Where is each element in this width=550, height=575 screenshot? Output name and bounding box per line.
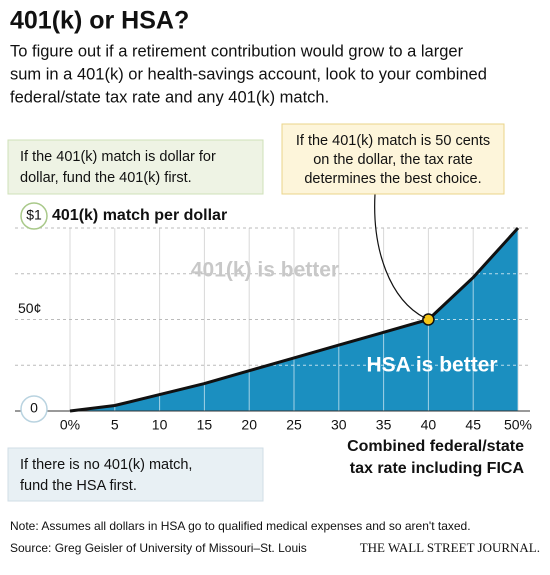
- x-tick-label: 0%: [60, 417, 80, 433]
- y-tick-label: 50¢: [18, 300, 41, 316]
- callout-text: fund the HSA first.: [20, 478, 137, 494]
- x-tick-label: 45: [465, 417, 481, 433]
- callout-text: dollar, fund the 401(k) first.: [20, 170, 192, 186]
- callout-box: [7, 139, 264, 195]
- source: Source: Greg Geisler of University of Mi…: [10, 541, 307, 555]
- y-tick-label: 0: [30, 400, 38, 416]
- highlight-point: [422, 313, 435, 326]
- subtitle: sum in a 401(k) or health-savings accoun…: [10, 65, 487, 83]
- tick-badge: [20, 202, 48, 230]
- tick-badge: [20, 395, 48, 423]
- subtitle: federal/state tax rate and any 401(k) ma…: [10, 88, 329, 106]
- callout-leader: [374, 193, 426, 319]
- x-tick-label: 30: [331, 417, 347, 433]
- region-label: HSA is better: [366, 354, 497, 377]
- y-axis-label: 401(k) match per dollar: [52, 207, 227, 224]
- line: [69, 226, 520, 413]
- x-tick-label: 35: [376, 417, 392, 433]
- x-tick-label: 15: [197, 417, 213, 433]
- callout-box: [7, 447, 264, 502]
- callout-text: determines the best choice.: [304, 171, 481, 187]
- region-label: 401(k) is better: [191, 259, 339, 282]
- x-tick-label: 25: [286, 417, 302, 433]
- subtitle: To figure out if a retirement contributi…: [10, 42, 464, 60]
- callout-text: If the 401(k) match is 50 cents: [296, 133, 490, 149]
- x-tick-label: 10: [152, 417, 168, 433]
- y-tick-label: $1: [26, 207, 42, 223]
- plot: 0% 5 10 15 20 25 30 35 40 45 50% 0 50¢ $1 401(k) match…: [15, 202, 532, 433]
- x-tick-label: 20: [241, 417, 257, 433]
- callout-text: If there is no 401(k) match,: [20, 457, 192, 473]
- publisher: THE WALL STREET JOURNAL.: [360, 540, 540, 555]
- x-tick-label: 50%: [504, 417, 532, 433]
- note: Note: Assumes all dollars in HSA go to q…: [10, 519, 471, 533]
- callout-text: If the 401(k) match is dollar for: [20, 149, 216, 165]
- x-axis-label: tax rate including FICA: [350, 460, 525, 477]
- chart-title: 401(k) or HSA?: [10, 7, 189, 35]
- x-tick-label: 40: [421, 417, 437, 433]
- x-axis-label: Combined federal/state: [347, 438, 524, 455]
- callout-text: on the dollar, the tax rate: [313, 152, 473, 168]
- callout-box: [281, 123, 505, 195]
- x-tick-label: 5: [111, 417, 119, 433]
